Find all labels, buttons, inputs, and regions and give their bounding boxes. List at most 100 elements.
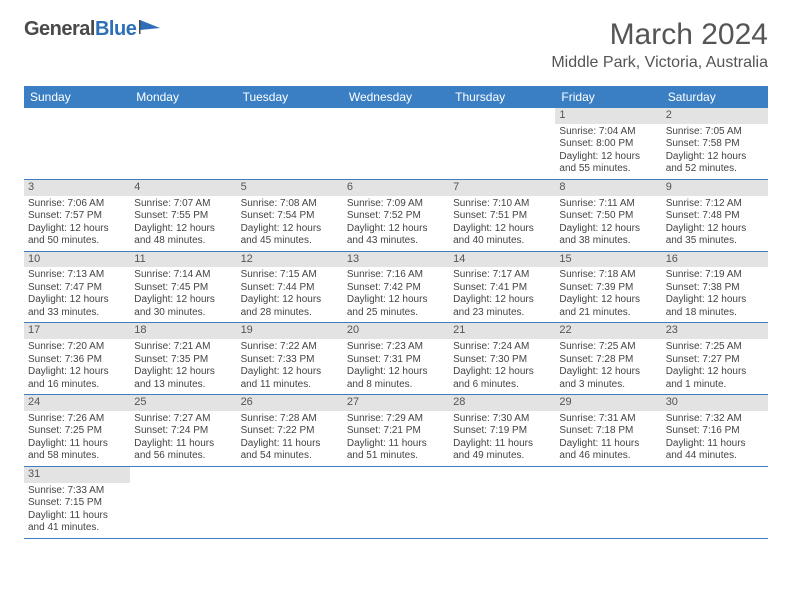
weekday-monday: Monday bbox=[130, 86, 236, 108]
day-number: 10 bbox=[24, 252, 130, 268]
day-number: 2 bbox=[662, 108, 768, 124]
calendar-day: 18Sunrise: 7:21 AMSunset: 7:35 PMDayligh… bbox=[130, 323, 236, 394]
calendar-day: 7Sunrise: 7:10 AMSunset: 7:51 PMDaylight… bbox=[449, 180, 555, 251]
daylight-text: Daylight: 12 hours and 50 minutes. bbox=[28, 223, 126, 248]
daylight-text: Daylight: 11 hours and 44 minutes. bbox=[666, 438, 764, 463]
calendar-day-empty bbox=[130, 108, 236, 179]
sunrise-text: Sunrise: 7:27 AM bbox=[134, 413, 232, 426]
calendar-day: 4Sunrise: 7:07 AMSunset: 7:55 PMDaylight… bbox=[130, 180, 236, 251]
daylight-text: Daylight: 12 hours and 38 minutes. bbox=[559, 223, 657, 248]
calendar-day: 10Sunrise: 7:13 AMSunset: 7:47 PMDayligh… bbox=[24, 252, 130, 323]
sunset-text: Sunset: 7:50 PM bbox=[559, 210, 657, 223]
day-number: 27 bbox=[343, 395, 449, 411]
sunset-text: Sunset: 7:42 PM bbox=[347, 282, 445, 295]
calendar-day-empty bbox=[449, 108, 555, 179]
day-number: 1 bbox=[555, 108, 661, 124]
day-number: 23 bbox=[662, 323, 768, 339]
calendar-day: 30Sunrise: 7:32 AMSunset: 7:16 PMDayligh… bbox=[662, 395, 768, 466]
sunset-text: Sunset: 7:41 PM bbox=[453, 282, 551, 295]
calendar-day: 24 Sunrise: 7:26 AMSunset: 7:25 PMDayligh… bbox=[24, 395, 130, 466]
calendar-day-empty bbox=[555, 467, 661, 538]
calendar-week: 24Sunrise: 7:26 AMSunset: 7:25 PMDayligh… bbox=[24, 395, 768, 467]
calendar-week: 31Sunrise: 7:33 AMSunset: 7:15 PMDayligh… bbox=[24, 467, 768, 539]
calendar-day: 29Sunrise: 7:31 AMSunset: 7:18 PMDayligh… bbox=[555, 395, 661, 466]
calendar-day-empty bbox=[24, 108, 130, 179]
sunset-text: Sunset: 7:28 PM bbox=[559, 354, 657, 367]
day-number: 13 bbox=[343, 252, 449, 268]
sunset-text: Sunset: 7:16 PM bbox=[666, 425, 764, 438]
calendar-day: 23Sunrise: 7:25 AMSunset: 7:27 PMDayligh… bbox=[662, 323, 768, 394]
sunset-text: Sunset: 7:55 PM bbox=[134, 210, 232, 223]
flag-icon bbox=[138, 18, 164, 41]
day-number: 28 bbox=[449, 395, 555, 411]
daylight-text: Daylight: 12 hours and 6 minutes. bbox=[453, 366, 551, 391]
sunset-text: Sunset: 7:19 PM bbox=[453, 425, 551, 438]
sunset-text: Sunset: 7:18 PM bbox=[559, 425, 657, 438]
location: Middle Park, Victoria, Australia bbox=[551, 54, 768, 72]
daylight-text: Daylight: 12 hours and 21 minutes. bbox=[559, 294, 657, 319]
day-number: 16 bbox=[662, 252, 768, 268]
sunrise-text: Sunrise: 7:20 AM bbox=[28, 341, 126, 354]
day-number: 30 bbox=[662, 395, 768, 411]
sunset-text: Sunset: 7:51 PM bbox=[453, 210, 551, 223]
day-number: 17 bbox=[24, 323, 130, 339]
sunrise-text: Sunrise: 7:23 AM bbox=[347, 341, 445, 354]
sunrise-text: Sunrise: 7:06 AM bbox=[28, 198, 126, 211]
calendar-day: 19Sunrise: 7:22 AMSunset: 7:33 PMDayligh… bbox=[237, 323, 343, 394]
sunrise-text: Sunrise: 7:28 AM bbox=[241, 413, 339, 426]
weekday-saturday: Saturday bbox=[662, 86, 768, 108]
calendar-day-empty bbox=[237, 108, 343, 179]
sunset-text: Sunset: 7:47 PM bbox=[28, 282, 126, 295]
calendar-day: 9Sunrise: 7:12 AMSunset: 7:48 PMDaylight… bbox=[662, 180, 768, 251]
day-number: 26 bbox=[237, 395, 343, 411]
calendar-day-empty bbox=[343, 467, 449, 538]
calendar-day-empty bbox=[130, 467, 236, 538]
day-number: 5 bbox=[237, 180, 343, 196]
sunrise-text: Sunrise: 7:19 AM bbox=[666, 269, 764, 282]
calendar-day: 25Sunrise: 7:27 AMSunset: 7:24 PMDayligh… bbox=[130, 395, 236, 466]
sunrise-text: Sunrise: 7:26 AM bbox=[28, 413, 126, 426]
weekday-sunday: Sunday bbox=[24, 86, 130, 108]
sunset-text: Sunset: 7:45 PM bbox=[134, 282, 232, 295]
sunset-text: Sunset: 7:33 PM bbox=[241, 354, 339, 367]
calendar-day: 6Sunrise: 7:09 AMSunset: 7:52 PMDaylight… bbox=[343, 180, 449, 251]
sunrise-text: Sunrise: 7:12 AM bbox=[666, 198, 764, 211]
day-number: 25 bbox=[130, 395, 236, 411]
sunrise-text: Sunrise: 7:14 AM bbox=[134, 269, 232, 282]
daylight-text: Daylight: 11 hours and 58 minutes. bbox=[28, 438, 126, 463]
calendar-day: 13Sunrise: 7:16 AMSunset: 7:42 PMDayligh… bbox=[343, 252, 449, 323]
sunrise-text: Sunrise: 7:30 AM bbox=[453, 413, 551, 426]
calendar-day: 2Sunrise: 7:05 AMSunset: 7:58 PMDaylight… bbox=[662, 108, 768, 179]
weeks-container: 1Sunrise: 7:04 AMSunset: 8:00 PMDaylight… bbox=[24, 108, 768, 539]
day-number: 22 bbox=[555, 323, 661, 339]
sunset-text: Sunset: 7:57 PM bbox=[28, 210, 126, 223]
daylight-text: Daylight: 12 hours and 3 minutes. bbox=[559, 366, 657, 391]
sunset-text: Sunset: 7:25 PM bbox=[28, 425, 126, 438]
calendar-day-empty bbox=[343, 108, 449, 179]
sunrise-text: Sunrise: 7:13 AM bbox=[28, 269, 126, 282]
calendar-day: 8Sunrise: 7:11 AMSunset: 7:50 PMDaylight… bbox=[555, 180, 661, 251]
calendar-day: 5Sunrise: 7:08 AMSunset: 7:54 PMDaylight… bbox=[237, 180, 343, 251]
day-number: 29 bbox=[555, 395, 661, 411]
calendar-day: 27Sunrise: 7:29 AMSunset: 7:21 PMDayligh… bbox=[343, 395, 449, 466]
weekday-wednesday: Wednesday bbox=[343, 86, 449, 108]
day-number: 11 bbox=[130, 252, 236, 268]
title-block: March 2024 Middle Park, Victoria, Austra… bbox=[551, 18, 768, 72]
daylight-text: Daylight: 12 hours and 28 minutes. bbox=[241, 294, 339, 319]
weekday-thursday: Thursday bbox=[449, 86, 555, 108]
day-number: 3 bbox=[24, 180, 130, 196]
sunrise-text: Sunrise: 7:16 AM bbox=[347, 269, 445, 282]
day-number: 24 bbox=[24, 395, 130, 411]
sunrise-text: Sunrise: 7:18 AM bbox=[559, 269, 657, 282]
sunset-text: Sunset: 7:22 PM bbox=[241, 425, 339, 438]
sunrise-text: Sunrise: 7:17 AM bbox=[453, 269, 551, 282]
calendar-week: 1Sunrise: 7:04 AMSunset: 8:00 PMDaylight… bbox=[24, 108, 768, 180]
daylight-text: Daylight: 12 hours and 33 minutes. bbox=[28, 294, 126, 319]
sunset-text: Sunset: 7:54 PM bbox=[241, 210, 339, 223]
sunset-text: Sunset: 7:15 PM bbox=[28, 497, 126, 510]
header: GeneralBlue March 2024 Middle Park, Vict… bbox=[0, 0, 792, 80]
day-number: 21 bbox=[449, 323, 555, 339]
month-title: March 2024 bbox=[551, 18, 768, 52]
daylight-text: Daylight: 12 hours and 13 minutes. bbox=[134, 366, 232, 391]
sunrise-text: Sunrise: 7:29 AM bbox=[347, 413, 445, 426]
